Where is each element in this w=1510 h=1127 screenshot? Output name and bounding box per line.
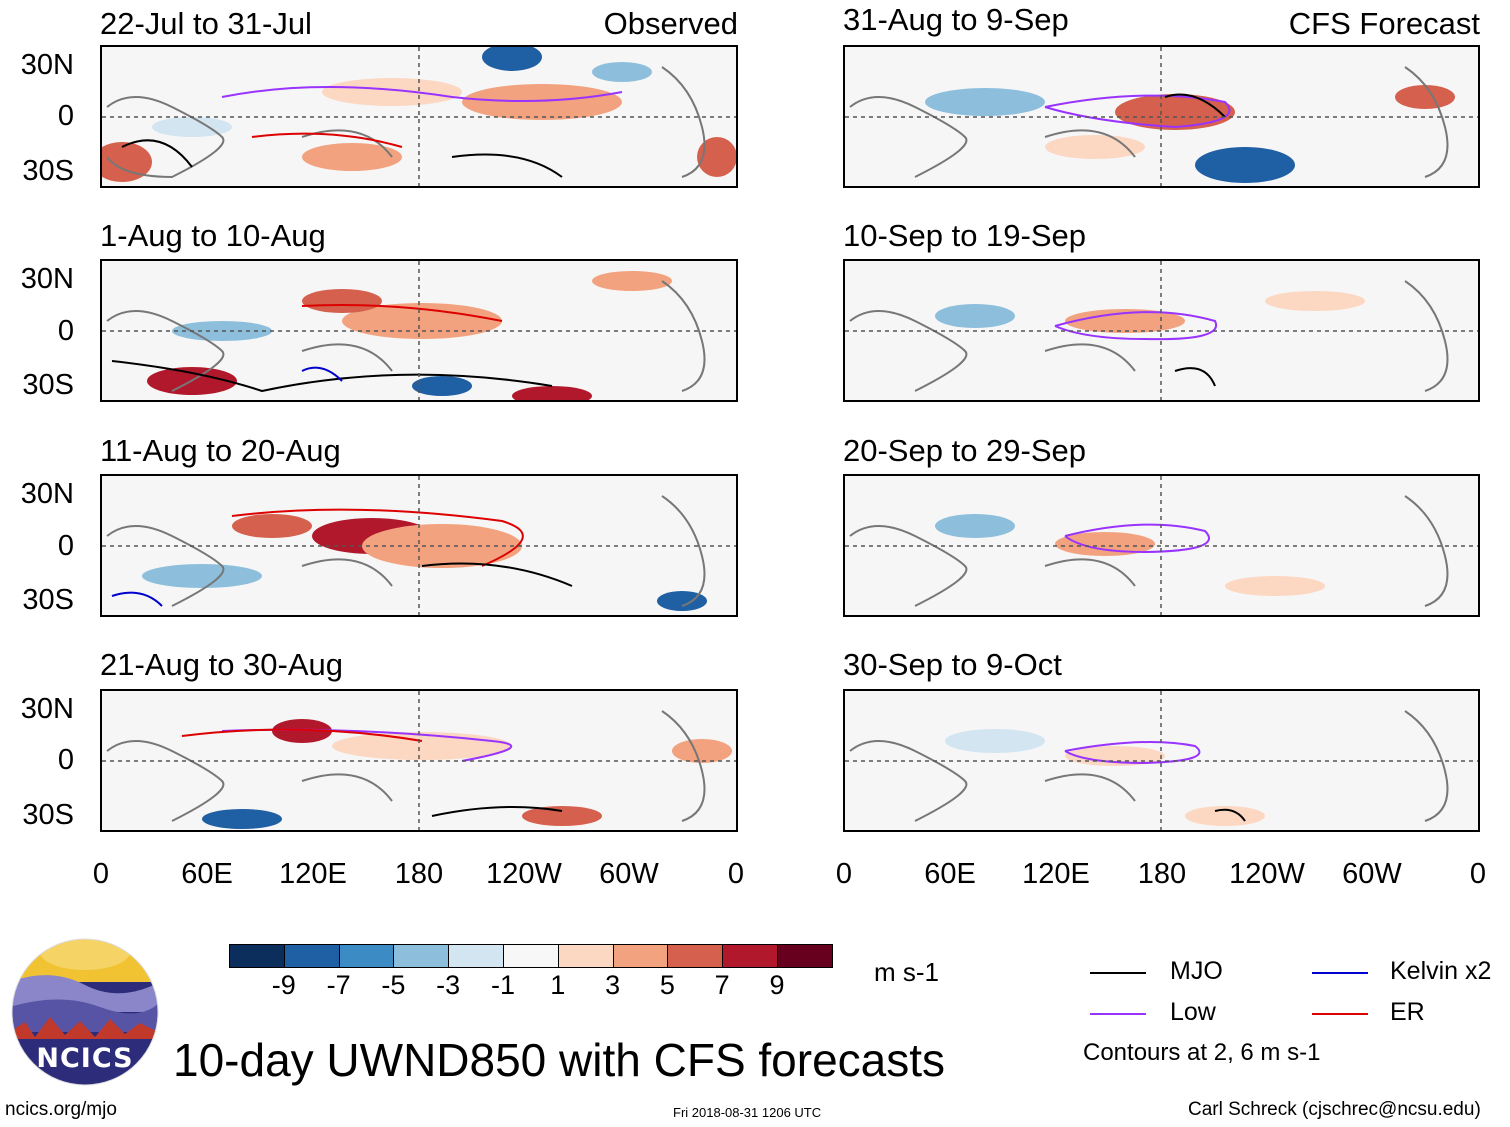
panel-title-forecast-3: 20-Sep to 29-Sep	[843, 433, 1087, 468]
map-panel-observed-4	[100, 689, 738, 832]
colorbar-cell	[503, 944, 559, 968]
colorbar-cell	[667, 944, 724, 968]
map-panel-forecast-4	[843, 689, 1480, 832]
colorbar-label: 5	[659, 970, 675, 1000]
lat-label-0: 0	[57, 315, 74, 347]
lon-label: 60E	[181, 858, 233, 890]
legend-kelvin-label: Kelvin x2	[1390, 957, 1492, 985]
colorbar-label: 3	[605, 970, 621, 1000]
legend-low-line	[1090, 1013, 1146, 1015]
lon-label: 0	[727, 858, 745, 890]
lon-label: 60W	[1342, 858, 1402, 890]
colorbar-label: -5	[381, 970, 406, 1000]
legend-kelvin-line	[1312, 972, 1368, 974]
lon-label: 120W	[486, 858, 562, 890]
panel-title-forecast-1: 31-Aug to 9-Sep	[843, 2, 1069, 37]
lon-label: 60E	[924, 858, 976, 890]
lat-label-30s: 30S	[22, 584, 74, 616]
colorbar-cell	[448, 944, 504, 968]
lat-label-0: 0	[57, 530, 74, 562]
panel-title-observed-3: 11-Aug to 20-Aug	[100, 433, 341, 468]
lat-label-30s: 30S	[22, 155, 74, 187]
lon-label: 120E	[1022, 858, 1090, 890]
colorbar-cell	[722, 944, 778, 968]
map-panel-forecast-2	[843, 259, 1480, 402]
observed-label: Observed	[603, 6, 738, 41]
colorbar-cell	[393, 944, 450, 968]
legend-low-label: Low	[1170, 998, 1216, 1026]
lon-label: 60W	[599, 858, 659, 890]
panel-title-forecast-2: 10-Sep to 19-Sep	[843, 218, 1087, 253]
panel-title-observed-1: 22-Jul to 31-Jul	[100, 6, 312, 41]
colorbar-cell	[777, 944, 833, 968]
lon-label: 0	[835, 858, 853, 890]
map-panel-observed-3	[100, 474, 738, 617]
lat-label-30s: 30S	[22, 799, 74, 831]
legend-er-line	[1312, 1013, 1368, 1015]
colorbar-label: 7	[714, 970, 730, 1000]
ncics-logo: NCICS	[10, 937, 160, 1087]
legend-mjo-line	[1090, 972, 1146, 974]
ncics-logo-icon	[11, 938, 159, 1086]
logo-text: NCICS	[36, 1043, 134, 1074]
colorbar-cell	[229, 944, 285, 968]
colorbar-label: -1	[490, 970, 515, 1000]
colorbar-units: m s-1	[874, 957, 939, 987]
lat-label-30n: 30N	[20, 263, 74, 295]
colorbar-label: 9	[769, 970, 785, 1000]
colorbar-label: -7	[326, 970, 351, 1000]
colorbar-label: -9	[271, 970, 296, 1000]
colorbar-cell	[557, 944, 614, 968]
lon-label: 120E	[279, 858, 347, 890]
map-panel-forecast-1	[843, 45, 1480, 188]
panel-title-observed-4: 21-Aug to 30-Aug	[100, 647, 344, 682]
colorbar-label: -3	[436, 970, 461, 1000]
colorbar-cell	[338, 944, 395, 968]
legend-er-label: ER	[1390, 998, 1425, 1026]
lat-label-0: 0	[57, 100, 74, 132]
panel-title-forecast-4: 30-Sep to 9-Oct	[843, 647, 1062, 682]
main-title: 10-day UWND850 with CFS forecasts	[173, 1034, 946, 1086]
lat-label-30n: 30N	[20, 49, 74, 81]
map-panel-observed-2	[100, 259, 738, 402]
legend-mjo-label: MJO	[1170, 957, 1223, 985]
lon-label: 180	[1137, 858, 1187, 890]
footer-author: Carl Schreck (cjschrec@ncsu.edu)	[1188, 1099, 1481, 1120]
colorbar-cell	[283, 944, 340, 968]
lat-label-30n: 30N	[20, 478, 74, 510]
colorbar-label: 1	[550, 970, 566, 1000]
lon-label: 0	[92, 858, 110, 890]
lon-label: 0	[1469, 858, 1487, 890]
lon-label: 120W	[1229, 858, 1305, 890]
map-panel-forecast-3	[843, 474, 1480, 617]
map-panel-observed-1	[100, 45, 738, 188]
colorbar-cell	[612, 944, 669, 968]
panel-title-observed-2: 1-Aug to 10-Aug	[100, 218, 326, 253]
lon-label: 180	[394, 858, 444, 890]
footer-timestamp: Fri 2018-08-31 1206 UTC	[673, 1105, 822, 1120]
forecast-label: CFS Forecast	[1288, 6, 1480, 41]
lat-label-30s: 30S	[22, 369, 74, 401]
lat-label-30n: 30N	[20, 693, 74, 725]
legend-note: Contours at 2, 6 m s-1	[1083, 1039, 1321, 1066]
lat-label-0: 0	[57, 744, 74, 776]
footer-url: ncics.org/mjo	[5, 1099, 117, 1120]
